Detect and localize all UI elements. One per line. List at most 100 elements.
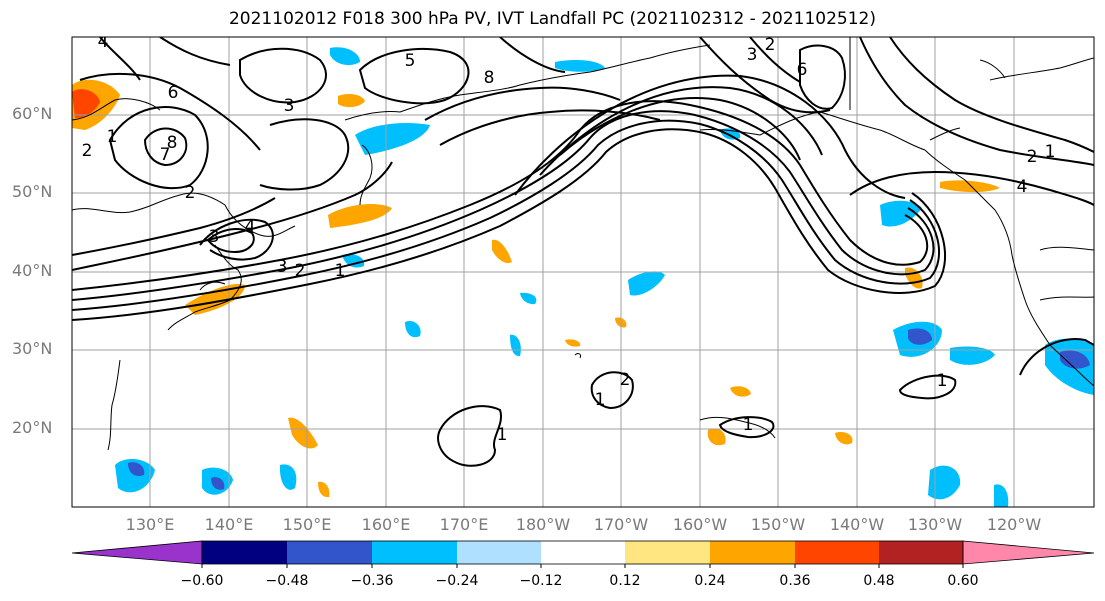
colorbar-segment [372, 541, 457, 564]
colorbar-extend-high [962, 540, 1095, 565]
contour-label: 2 [765, 35, 776, 55]
lat-label: 60°N [12, 104, 53, 123]
pv-contours [72, 37, 1094, 467]
lon-label: 130°E [125, 515, 175, 534]
contour-label: 6 [797, 60, 808, 80]
contour-label: 3 [747, 45, 758, 65]
colorbar-tick-label: −0.36 [350, 573, 394, 589]
colorbar-tick-label: −0.60 [180, 573, 224, 589]
map-title: 2021102012 F018 300 hPa PV, IVT Landfall… [228, 9, 876, 29]
colorbar-segment [879, 541, 963, 564]
contour-label: 8 [167, 133, 178, 153]
lon-label: 130°W [907, 515, 963, 534]
colorbar-tick-label: −0.12 [519, 573, 563, 589]
contour-label: 7 [160, 145, 171, 165]
contour-label: 4 [98, 32, 109, 52]
negative-anomaly [211, 477, 225, 490]
negative-anomaly [928, 465, 961, 500]
positive-anomaly [328, 204, 392, 228]
colorbar-segment [795, 541, 879, 564]
colorbar-tick-label: 0.24 [694, 573, 726, 589]
negative-anomaly [880, 200, 922, 227]
colorbar-segment [625, 541, 710, 564]
lon-label: 180°W [515, 515, 571, 534]
colorbar-tick-label: 0.48 [863, 573, 895, 589]
positive-anomaly [492, 239, 512, 264]
negative-anomaly [330, 47, 360, 66]
lat-label: 40°N [12, 261, 53, 280]
contour-label: 6 [168, 83, 179, 103]
contour-label: 8 [484, 68, 495, 88]
colorbar-segment [710, 541, 795, 564]
negative-anomaly [355, 123, 430, 155]
negative-anomaly [520, 292, 537, 305]
contour-label: 3 [277, 257, 288, 277]
negative-anomaly [115, 458, 155, 493]
lat-label: 30°N [12, 339, 53, 358]
contour-label: 4 [1017, 177, 1028, 197]
negative-anomaly [1060, 350, 1090, 369]
negative-anomaly [950, 346, 995, 365]
colorbar-segment [202, 541, 287, 564]
colorbar-tick-label: −0.24 [435, 573, 479, 589]
negative-anomaly [994, 484, 1009, 507]
negative-anomaly [555, 60, 605, 72]
negative-anomaly [908, 328, 932, 345]
colorbar [71, 540, 1095, 568]
colorbar-segment [541, 541, 625, 564]
contour-label: 1 [1045, 142, 1056, 162]
contour-label: 2 [185, 183, 196, 203]
lon-label: 120°W [986, 515, 1042, 534]
positive-anomaly [338, 93, 365, 108]
lat-label: 20°N [12, 418, 53, 437]
positive-anomaly [318, 481, 330, 498]
contour-labels: 4 5 6 8 3 2 1 7 8 2 3 4 3 2 1 6 3 2 1 4 … [82, 32, 1056, 445]
lon-label: 160°E [361, 515, 411, 534]
contour-label: 2 [295, 261, 306, 281]
positive-anomaly [185, 284, 245, 315]
lon-label: 150°W [750, 515, 806, 534]
contour-label: 3 [284, 96, 295, 116]
colorbar-extend-low [71, 540, 203, 565]
positive-anomaly [940, 180, 1000, 193]
colorbar-segment [457, 541, 541, 564]
colorbar-tick-label: 0.36 [779, 573, 811, 589]
negative-anomaly [342, 254, 365, 268]
colorbar-tick-label: 0.60 [947, 573, 979, 589]
lon-label: 140°E [204, 515, 254, 534]
contour-label: 3 [209, 227, 220, 247]
contour-label: 1 [595, 390, 606, 410]
positive-anomaly [730, 386, 751, 397]
lon-label: 170°W [593, 515, 649, 534]
contour-label: 4 [245, 217, 256, 237]
contour-label: 1 [107, 127, 118, 147]
contour-label: 1 [743, 415, 754, 435]
contour-label: 2 [82, 141, 93, 161]
colorbar-segment [287, 541, 372, 564]
lon-label: 150°E [282, 515, 332, 534]
contour-label: 2 [620, 370, 631, 390]
colorbar-tick-label: −0.48 [265, 573, 309, 589]
contour-label: 1 [335, 261, 346, 281]
positive-anomaly [72, 89, 100, 118]
pc-shading [72, 47, 1094, 507]
positive-anomaly [565, 339, 581, 347]
positive-anomaly [288, 417, 318, 449]
negative-anomaly [628, 271, 665, 296]
colorbar-tick-label: 0.12 [609, 573, 641, 589]
negative-anomaly [279, 464, 297, 490]
positive-anomaly [835, 432, 853, 445]
contour-label: 1 [937, 371, 948, 391]
lon-label: 170°E [439, 515, 489, 534]
map-border [71, 36, 1095, 508]
negative-anomaly [510, 334, 521, 357]
negative-anomaly [405, 320, 421, 338]
negative-anomaly [128, 462, 145, 476]
contour-label: 1 [497, 425, 508, 445]
lat-label: 50°N [12, 182, 53, 201]
contour-label: 2 [1027, 147, 1038, 167]
positive-anomaly [707, 428, 726, 446]
contour-label: 5 [405, 51, 416, 71]
lon-label: 160°W [672, 515, 728, 534]
